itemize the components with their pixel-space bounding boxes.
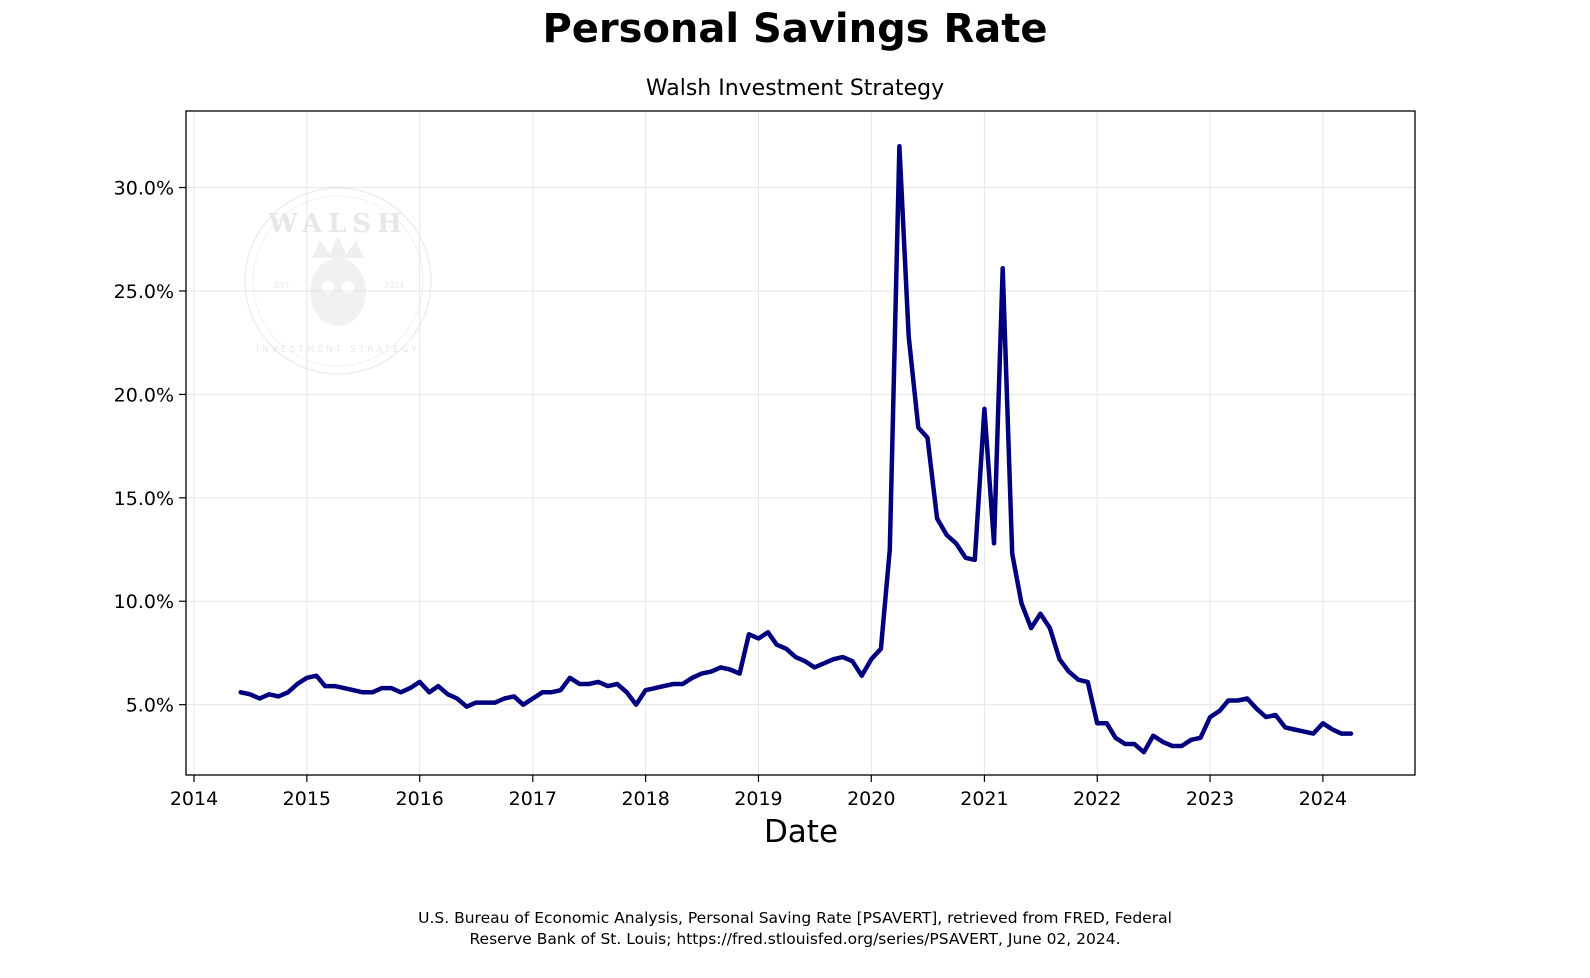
x-axis-label: Date	[764, 814, 838, 850]
watermark-bottom-text: INVESTMENT STRATEGY	[256, 345, 420, 355]
y-tick-label: 5.0%	[126, 695, 174, 717]
x-tick-label: 2016	[396, 788, 444, 810]
source-note: U.S. Bureau of Economic Analysis, Person…	[0, 908, 1590, 950]
y-tick-label: 10.0%	[114, 591, 174, 613]
x-tick-label: 2017	[509, 788, 557, 810]
chart-title: Personal Savings Rate	[542, 6, 1048, 52]
y-tick-label: 25.0%	[114, 281, 174, 303]
y-axis: 5.0% 10.0% 15.0% 20.0% 25.0% 30.0%	[114, 178, 186, 717]
y-tick-label: 30.0%	[114, 178, 174, 200]
line-chart: WALSH EST 2024 INVESTMENT STRATEGY 2014 2…	[114, 110, 1416, 850]
crown-icon	[312, 236, 364, 258]
chart-subtitle: Walsh Investment Strategy	[645, 76, 945, 101]
x-tick-label: 2015	[283, 788, 331, 810]
x-tick-label: 2019	[734, 788, 782, 810]
series-layer	[238, 143, 1354, 755]
source-note-line-1: U.S. Bureau of Economic Analysis, Person…	[418, 909, 1172, 927]
watermark-right-text: 2024	[384, 281, 404, 290]
x-axis: 2014 2015 2016 2017 2018 2019 2020 2021 2022 2023…	[170, 775, 1347, 810]
x-tick-label: 2014	[170, 788, 218, 810]
savings-rate-line	[238, 143, 1354, 755]
x-tick-label: 2022	[1073, 788, 1121, 810]
skull-icon	[310, 258, 366, 326]
watermark-top-text: WALSH	[267, 209, 407, 239]
y-tick-label: 20.0%	[114, 384, 174, 406]
x-tick-label: 2020	[847, 788, 895, 810]
y-tick-label: 15.0%	[114, 488, 174, 510]
x-tick-label: 2023	[1186, 788, 1234, 810]
walsh-logo-watermark: WALSH EST 2024 INVESTMENT STRATEGY	[244, 187, 432, 375]
x-tick-label: 2021	[960, 788, 1008, 810]
watermark-left-text: EST	[274, 281, 289, 290]
source-note-line-2: Reserve Bank of St. Louis; https://fred.…	[469, 930, 1121, 948]
plot-frame	[185, 110, 1416, 776]
x-tick-label: 2024	[1299, 788, 1347, 810]
x-tick-label: 2018	[621, 788, 669, 810]
